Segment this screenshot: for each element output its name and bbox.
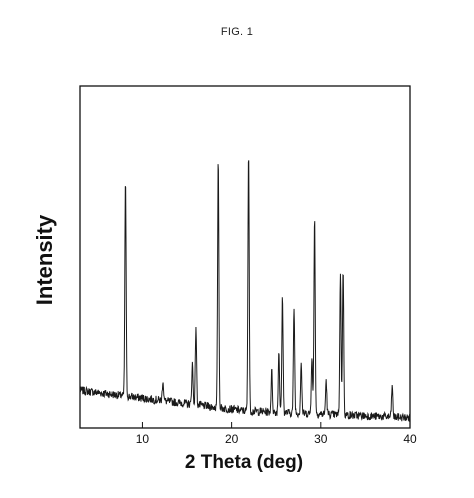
diffraction-pattern-line xyxy=(79,160,411,423)
x-axis-ticks: 10 20 30 40 xyxy=(136,422,417,446)
x-axis-label: 2 Theta (deg) xyxy=(185,452,303,473)
plot-frame xyxy=(79,85,411,429)
x-tick-label: 20 xyxy=(225,432,239,446)
x-tick-label: 10 xyxy=(136,432,150,446)
y-axis-label: Intensity xyxy=(32,214,57,305)
x-tick-label: 40 xyxy=(403,432,417,446)
x-tick-label: 30 xyxy=(314,432,328,446)
figure-title: FIG. 1 xyxy=(220,26,254,38)
